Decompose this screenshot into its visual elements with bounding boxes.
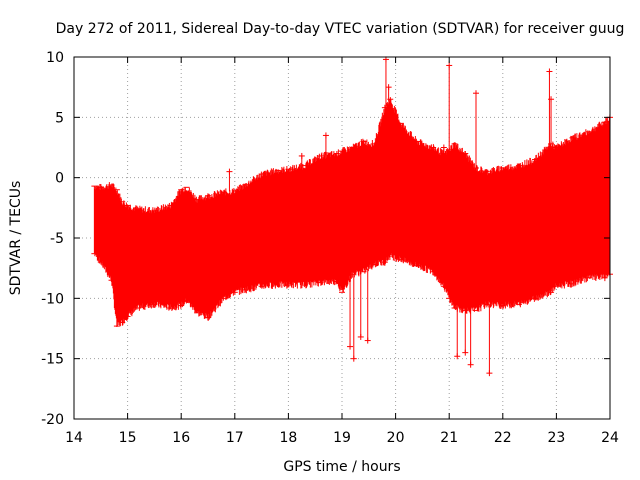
x-tick-label: 14 (65, 430, 83, 446)
axis-ticks (73, 56, 611, 420)
y-tick-labels: 10 5 0 -5 -10 -15 -20 (41, 50, 64, 428)
y-tick-label: -5 (50, 231, 64, 247)
x-tick-labels: 14 15 16 17 18 19 20 21 22 23 24 (65, 430, 619, 446)
x-tick-label: 15 (119, 430, 137, 446)
x-tick-label: 23 (547, 430, 565, 446)
y-tick-label: 0 (55, 171, 64, 187)
y-tick-label: 10 (46, 50, 64, 66)
x-tick-label: 22 (494, 430, 512, 446)
x-tick-label: 18 (279, 430, 297, 446)
x-tick-label: 21 (440, 430, 458, 446)
y-tick-label: 5 (55, 110, 64, 126)
x-tick-label: 19 (333, 430, 351, 446)
chart-title: Day 272 of 2011, Sidereal Day-to-day VTE… (56, 21, 625, 37)
data-series (91, 56, 613, 377)
x-tick-label: 17 (226, 430, 244, 446)
y-tick-label: -20 (41, 412, 64, 428)
x-tick-label: 16 (172, 430, 190, 446)
y-tick-label: -10 (41, 291, 64, 307)
x-tick-label: 20 (387, 430, 405, 446)
y-axis-label: SDTVAR / TECUs (8, 181, 24, 296)
y-tick-label: -15 (41, 352, 64, 368)
x-tick-label: 24 (601, 430, 619, 446)
x-axis-label: GPS time / hours (283, 459, 400, 475)
